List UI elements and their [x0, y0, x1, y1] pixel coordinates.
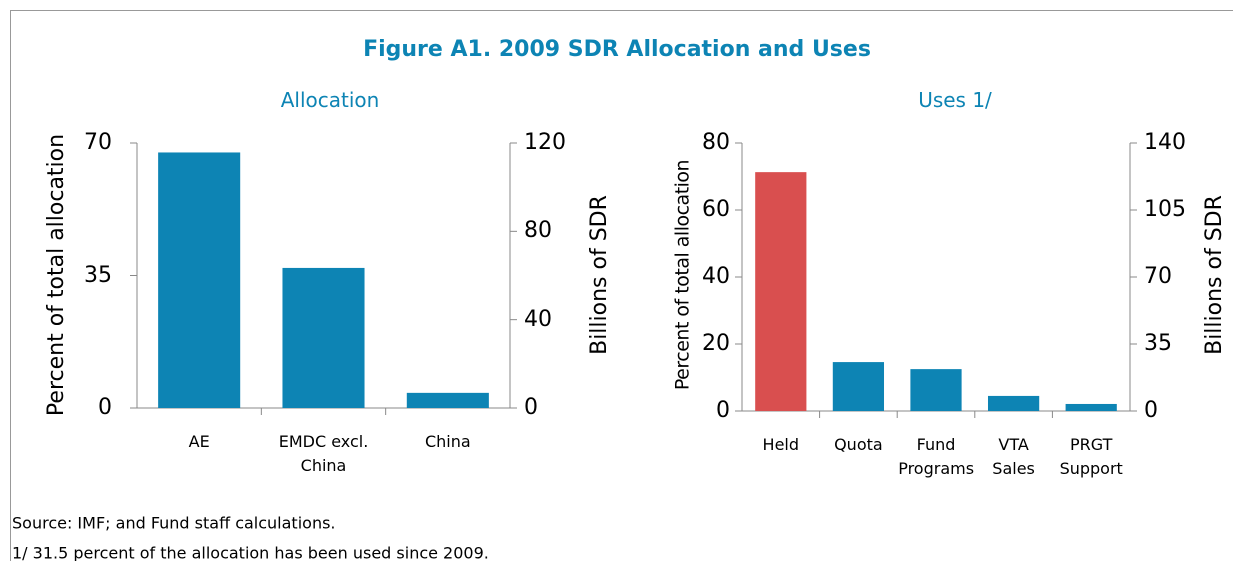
- y2-tick-label: 0: [1144, 397, 1158, 423]
- plot-title: Allocation: [280, 88, 380, 112]
- footnote: 1/ 31.5 percent of the allocation has be…: [12, 543, 489, 561]
- y-tick-label: 70: [84, 129, 112, 155]
- y2-tick-label: 0: [524, 394, 538, 420]
- y2-tick-label: 120: [524, 129, 566, 155]
- x-tick-label: China: [424, 432, 471, 451]
- x-tick-label: AE: [188, 432, 210, 451]
- y-tick-label: 20: [702, 330, 730, 356]
- y2-tick-label: 140: [1144, 129, 1186, 155]
- y2-tick-label: 105: [1144, 196, 1186, 222]
- bar: [158, 152, 241, 408]
- y2-tick-label: 35: [1144, 330, 1172, 356]
- plot-title: Uses 1/: [918, 88, 992, 112]
- source-note: Source: IMF; and Fund staff calculations…: [12, 513, 336, 533]
- bar: [910, 369, 962, 411]
- y-tick-label: 0: [98, 394, 112, 420]
- bar: [1065, 403, 1117, 411]
- y-tick-label: 80: [702, 129, 730, 155]
- x-tick-label: VTA Sales: [992, 435, 1035, 478]
- y-axis-label: Percent of total allocation: [43, 133, 69, 417]
- bar: [832, 362, 885, 411]
- x-tick-label: PRGT Support: [1059, 435, 1123, 478]
- y2-axis-label: Billions of SDR: [586, 195, 612, 355]
- figure-title: Figure A1. 2009 SDR Allocation and Uses: [363, 36, 871, 62]
- y2-axis-label: Billions of SDR: [1201, 195, 1227, 355]
- bar: [755, 172, 807, 411]
- y-tick-label: 60: [702, 196, 730, 222]
- x-tick-label: Fund Programs: [898, 435, 975, 478]
- y-tick-label: 35: [84, 262, 112, 288]
- y2-tick-label: 80: [524, 218, 552, 244]
- bar: [282, 267, 365, 408]
- y2-tick-label: 40: [524, 306, 552, 332]
- bar: [406, 392, 489, 408]
- y2-tick-label: 70: [1144, 263, 1172, 289]
- x-tick-label: Quota: [834, 435, 883, 454]
- y-tick-label: 0: [716, 397, 730, 423]
- x-tick-label: Held: [762, 435, 800, 454]
- y-axis-label: Percent of total allocation: [671, 159, 694, 391]
- frame: [10, 10, 1233, 561]
- x-tick-label: EMDC excl. China: [278, 432, 369, 475]
- bar: [987, 395, 1040, 411]
- y-tick-label: 40: [702, 263, 730, 289]
